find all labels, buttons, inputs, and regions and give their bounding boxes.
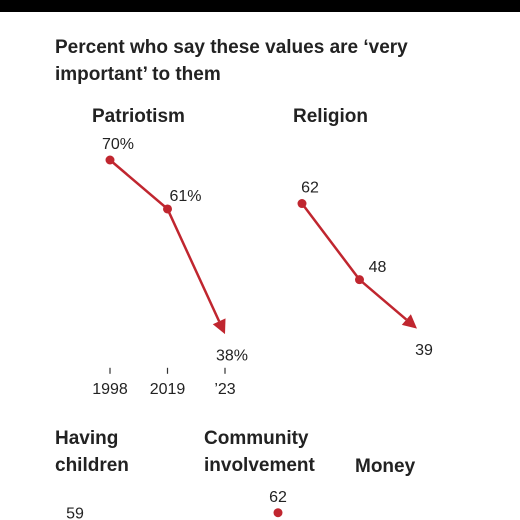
value-label: 59 [66,505,84,520]
panel-title: Religion [293,106,368,127]
top-bar [0,0,520,12]
panel-title: Community involvement [204,428,315,476]
point [273,508,283,518]
x-tick-label: 2019 [150,381,186,398]
line [109,159,221,322]
point [163,204,172,214]
x-tick-label: 1998 [92,381,128,398]
chart-title: Percent who say these values are ‘very i… [55,37,408,85]
value-label: 38% [216,347,248,364]
point [297,199,307,209]
value-label: 62 [301,180,319,197]
point [105,155,115,165]
panel-title: Having children [55,428,129,476]
panel-title: Patriotism [92,106,185,127]
x-tick-label: ’23 [214,381,235,398]
value-label: 39 [415,342,433,359]
value-label: 61% [169,188,201,205]
line [301,202,408,321]
arrow-head [401,314,417,329]
point [355,275,364,285]
value-label: 62 [269,489,287,506]
arrow-head [212,318,226,335]
value-label: 48 [369,259,387,276]
value-label: 70% [102,136,134,153]
panel-title: Money [355,456,416,477]
